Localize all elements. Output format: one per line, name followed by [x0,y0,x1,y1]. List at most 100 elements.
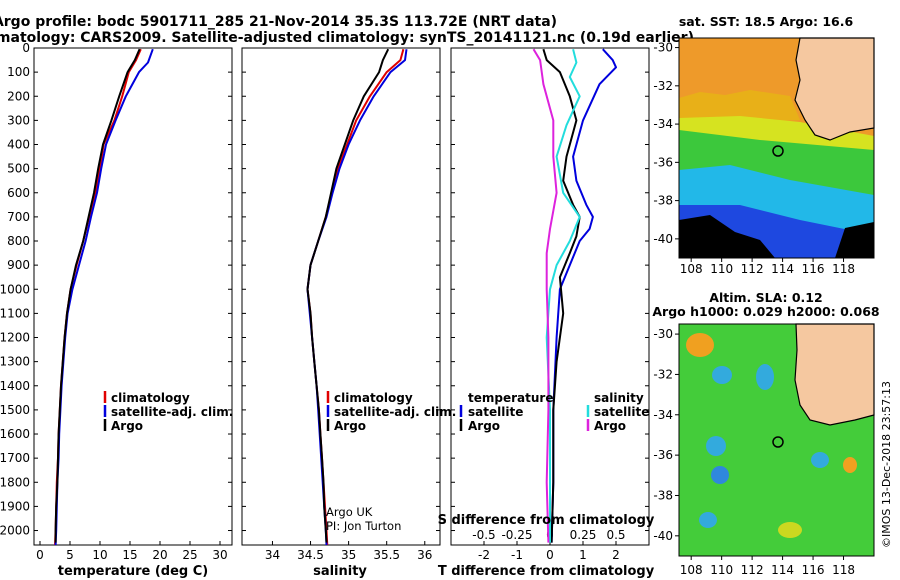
x-tick-label: 20 [152,548,167,562]
depth-tick-label: 600 [7,186,30,200]
temperature-panel-frame [33,47,233,546]
series-line-climatology [54,48,142,546]
sdiff-x-axis: -0.5 -0.25 0 0.25 0.5 [472,528,625,542]
lon-tick-label: 114 [771,262,794,276]
depth-tick-label: 200 [7,89,30,103]
legend-argo: Argo [334,419,366,433]
sst-map-axes: -30 -32 -34 -36 -38 -40 108 110 112 114 116 118 [653,41,855,276]
lon-tick-label: 112 [741,262,764,276]
series-line-salinity-argo [532,48,558,543]
legend-salinity-title: salinity [594,391,644,405]
depth-tick-label: 0 [22,41,30,55]
lat-tick-label: -30 [653,41,673,55]
sst-cloud-mask [679,215,775,258]
legend-satellite: satellite-adj. clim. [334,405,456,419]
depth-tick-label: 500 [7,162,30,176]
series-line-argo [54,48,141,543]
difference-legend: temperature satellite Argo salinity sate… [459,391,649,433]
sdiff-tick-label: 0.5 [606,528,625,542]
imos-credit: ©IMOS 13-Dec-2018 23:57:13 [880,381,893,548]
x-tick-label: 0 [546,548,554,562]
sla-map [678,323,875,557]
sla-low-anomaly [811,452,829,468]
temperature-x-axis: 0 5 10 15 20 25 30 [36,541,228,562]
depth-tick-label: 1200 [0,331,30,345]
sst-map [678,37,875,259]
lon-tick-label: 108 [680,563,703,577]
salinity-legend: climatology satellite-adj. clim. Argo [326,391,456,433]
x-tick-label: 34 [265,548,280,562]
depth-tick-label: 400 [7,138,30,152]
sla-map-title-1: Altim. SLA: 0.12 [709,290,822,305]
tdiff-axis-label: T difference from climatology [438,564,655,579]
depth-tick-label: 2000 [0,524,30,538]
sdiff-tick-label: 0.25 [570,528,597,542]
series-line-argo [306,48,390,543]
lat-tick-label: -40 [653,529,673,543]
lon-tick-label: 116 [802,563,825,577]
depth-tick-label: 1400 [0,379,30,393]
legend-s-argo: Argo [594,419,626,433]
lon-tick-label: 116 [802,262,825,276]
depth-tick-label: 1300 [0,355,30,369]
sla-low-anomaly [699,512,717,528]
x-tick-label: -1 [511,548,523,562]
x-tick-label: 36 [417,548,432,562]
salinity-series [306,48,408,546]
depth-tick-label: 100 [7,65,30,79]
x-tick-label: 2 [612,548,620,562]
lat-tick-label: -36 [653,155,673,169]
tdiff-x-axis: -2 -1 0 1 2 [478,541,620,562]
sla-map-frame [678,323,875,557]
legend-t-satellite: satellite [468,405,523,419]
depth-tick-label: 1500 [0,403,30,417]
lat-tick-label: -40 [653,232,673,246]
sla-low-anomaly [706,436,726,456]
legend-temperature-title: temperature [468,391,553,405]
legend-satellite: satellite-adj. clim. [111,405,233,419]
sla-map-axes: -30 -32 -34 -36 -38 -40 108 110 112 114 116 118 [653,327,855,577]
depth-tick-label: 1700 [0,451,30,465]
depth-tick-label: 1900 [0,499,30,513]
lon-tick-label: 114 [771,563,794,577]
x-tick-label: 0 [36,548,44,562]
figure-title-line1: Argo profile: bodc 5901711_285 21-Nov-20… [0,14,557,30]
x-tick-label: 10 [92,548,107,562]
salinity-axis-label: salinity [313,564,367,579]
lon-tick-label: 110 [710,262,733,276]
lat-tick-label: -38 [653,488,673,502]
sdiff-tick-label: -0.5 [472,528,495,542]
depth-tick-label: 700 [7,210,30,224]
depth-tick-label: 800 [7,234,30,248]
x-tick-label: 34.5 [297,548,324,562]
legend-climatology: climatology [111,391,190,405]
sla-high-anomaly [843,457,857,473]
x-tick-label: 5 [66,548,74,562]
x-tick-label: -2 [478,548,490,562]
depth-tick-label: 1100 [0,306,30,320]
salinity-panel-frame [241,47,441,546]
legend-s-satellite: satellite [594,405,649,419]
figure-title-line2: Climatology: CARS2009. Satellite-adjuste… [0,30,694,46]
lon-tick-label: 118 [832,262,855,276]
sla-land [794,323,875,426]
salinity-x-axis: 34 34.5 35 35.5 36 [265,541,432,562]
x-tick-label: 1 [579,548,587,562]
temperature-series [54,48,154,546]
x-tick-label: 35 [341,548,356,562]
operator-label: Argo UK [326,505,373,519]
depth-tick-label: 1000 [0,282,30,296]
sla-low-anomaly [712,366,732,384]
sla-high-anomaly [686,333,714,357]
lat-tick-label: -34 [653,408,673,422]
sst-argo-location-marker [772,145,784,157]
temperature-legend: climatology satellite-adj. clim. Argo [103,391,233,433]
sla-low-anomaly [756,364,774,390]
depth-tick-label: 900 [7,258,30,272]
depth-tick-label: 300 [7,113,30,127]
sdiff-axis-label: S difference from climatology [438,513,655,528]
x-tick-label: 15 [122,548,137,562]
series-line-temperature-satellite [550,48,617,543]
sst-map-frame [678,37,875,259]
